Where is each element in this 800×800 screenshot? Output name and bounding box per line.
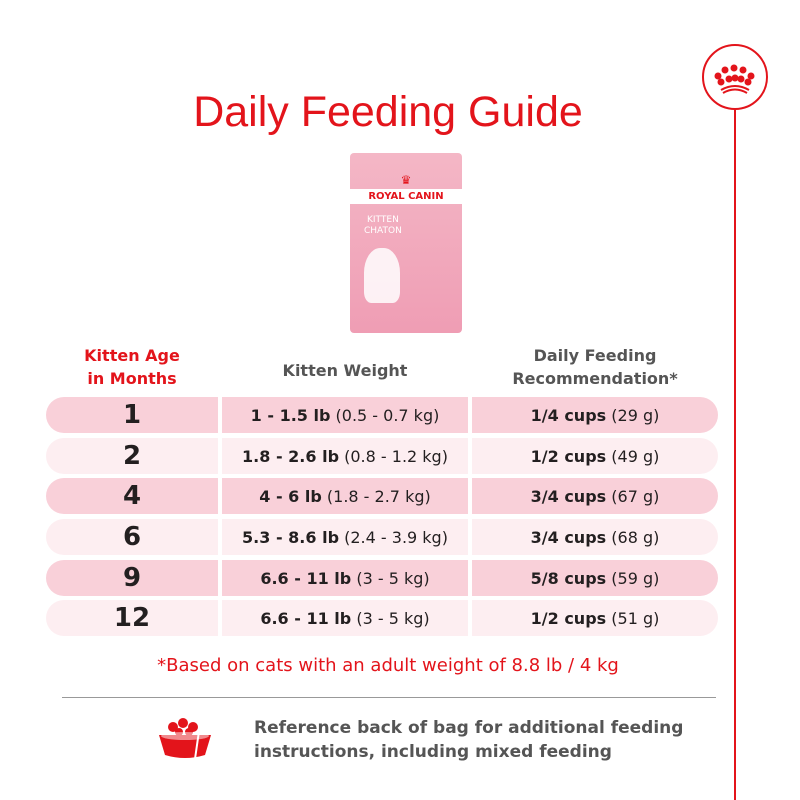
header-weight: Kitten Weight	[282, 361, 408, 380]
recommendation-cell: 3/4 cups (68 g)	[472, 519, 718, 555]
recommendation-cell: 3/4 cups (67 g)	[472, 478, 718, 514]
table-row: 1 1 - 1.5 lb (0.5 - 0.7 kg) 1/4 cups (29…	[46, 397, 718, 433]
decorative-line	[734, 110, 736, 800]
table-row: 6 5.3 - 8.6 lb (2.4 - 3.9 kg) 3/4 cups (…	[46, 519, 718, 555]
weight-cell: 5.3 - 8.6 lb (2.4 - 3.9 kg)	[222, 519, 468, 555]
age-cell: 1	[46, 397, 218, 433]
weight-cell: 6.6 - 11 lb (3 - 5 kg)	[222, 600, 468, 636]
recommendation-cell: 5/8 cups (59 g)	[472, 560, 718, 596]
bag-crown-icon: ♛	[400, 173, 412, 187]
bag-brand: ROYAL CANIN	[350, 189, 462, 204]
recommendation-cell: 1/4 cups (29 g)	[472, 397, 718, 433]
table-row: 12 6.6 - 11 lb (3 - 5 kg) 1/2 cups (51 g…	[46, 600, 718, 636]
page-title: Daily Feeding Guide	[193, 88, 583, 136]
product-bag-image: ♛ ROYAL CANIN KITTEN CHATON	[350, 153, 462, 333]
weight-cell: 6.6 - 11 lb (3 - 5 kg)	[222, 560, 468, 596]
weight-cell: 4 - 6 lb (1.8 - 2.7 kg)	[222, 478, 468, 514]
age-cell: 4	[46, 478, 218, 514]
footnote: *Based on cats with an adult weight of 8…	[157, 655, 619, 676]
table-row: 9 6.6 - 11 lb (3 - 5 kg) 5/8 cups (59 g)	[46, 560, 718, 596]
header-age: Kitten Age in Months	[84, 346, 180, 388]
crown-icon	[714, 64, 755, 94]
weight-cell: 1 - 1.5 lb (0.5 - 0.7 kg)	[222, 397, 468, 433]
age-cell: 2	[46, 438, 218, 474]
table-row: 4 4 - 6 lb (1.8 - 2.7 kg) 3/4 cups (67 g…	[46, 478, 718, 514]
bag-product-name: KITTEN CHATON	[364, 215, 402, 236]
age-cell: 9	[46, 560, 218, 596]
footer-text: Reference back of bag for additional fee…	[254, 718, 684, 762]
weight-cell: 1.8 - 2.6 lb (0.8 - 1.2 kg)	[222, 438, 468, 474]
recommendation-cell: 1/2 cups (51 g)	[472, 600, 718, 636]
kitten-image	[364, 248, 400, 303]
table-row: 2 1.8 - 2.6 lb (0.8 - 1.2 kg) 1/2 cups (…	[46, 438, 718, 474]
divider	[62, 697, 716, 698]
royal-canin-crown-logo	[702, 44, 768, 110]
recommendation-cell: 1/2 cups (49 g)	[472, 438, 718, 474]
age-cell: 12	[46, 600, 218, 636]
header-recommendation: Daily Feeding Recommendation*	[512, 346, 678, 388]
food-bowl-icon	[159, 716, 211, 760]
age-cell: 6	[46, 519, 218, 555]
